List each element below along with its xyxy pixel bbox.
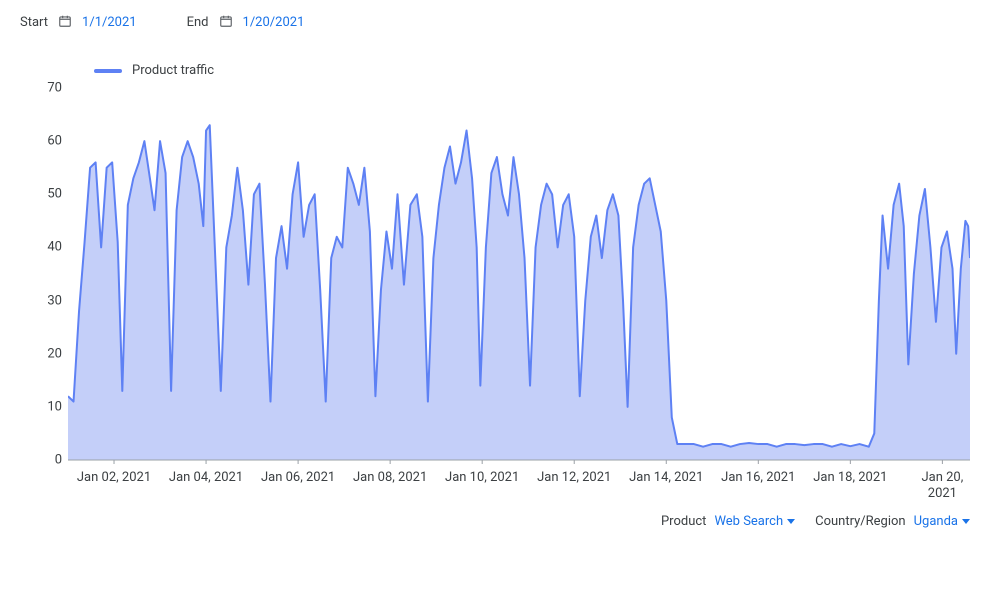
y-tick-label: 0 bbox=[38, 453, 62, 468]
start-date-group: Start 1/1/2021 bbox=[20, 14, 137, 31]
end-date-picker[interactable]: 1/20/2021 bbox=[243, 15, 305, 30]
x-tick-label: Jan 14, 2021 bbox=[629, 470, 703, 486]
x-tick-label: Jan 18, 2021 bbox=[813, 470, 887, 486]
x-tick-label: Jan 20,2021 bbox=[921, 470, 963, 503]
caret-down-icon bbox=[962, 519, 970, 524]
y-tick-label: 20 bbox=[38, 346, 62, 361]
product-filter-value: Web Search bbox=[714, 514, 783, 529]
chart-plot bbox=[68, 84, 970, 464]
x-tick-label: Jan 06, 2021 bbox=[261, 470, 335, 486]
y-tick-label: 40 bbox=[38, 240, 62, 255]
y-tick-label: 50 bbox=[38, 187, 62, 202]
x-tick-label: Jan 02, 2021 bbox=[77, 470, 151, 486]
y-tick-label: 30 bbox=[38, 293, 62, 308]
y-tick-label: 70 bbox=[38, 80, 62, 95]
x-tick-label: Jan 10, 2021 bbox=[445, 470, 519, 486]
product-filter-dropdown[interactable]: Web Search bbox=[714, 514, 795, 529]
legend-label: Product traffic bbox=[132, 63, 214, 78]
filter-row: Product Web Search Country/Region Uganda bbox=[20, 504, 980, 529]
x-tick-label: Jan 04, 2021 bbox=[169, 470, 243, 486]
end-label: End bbox=[187, 15, 209, 30]
legend-swatch bbox=[94, 69, 122, 73]
region-filter-label: Country/Region bbox=[815, 514, 905, 529]
end-date-group: End 1/20/2021 bbox=[187, 14, 305, 31]
x-tick-label: Jan 12, 2021 bbox=[537, 470, 611, 486]
traffic-chart: 010203040506070 bbox=[20, 84, 980, 464]
y-tick-label: 10 bbox=[38, 399, 62, 414]
chart-legend: Product traffic bbox=[20, 49, 980, 84]
x-tick-label: Jan 16, 2021 bbox=[721, 470, 795, 486]
date-range-row: Start 1/1/2021 End 1/20/2021 bbox=[20, 10, 980, 49]
start-date-picker[interactable]: 1/1/2021 bbox=[82, 15, 137, 30]
calendar-icon bbox=[58, 14, 72, 31]
region-filter-value: Uganda bbox=[914, 514, 958, 529]
calendar-icon bbox=[219, 14, 233, 31]
product-filter-label: Product bbox=[661, 514, 706, 529]
caret-down-icon bbox=[787, 519, 795, 524]
chart-x-axis: Jan 02, 2021 Jan 04, 2021 Jan 06, 2021 Jan … bbox=[68, 464, 970, 504]
y-tick-label: 60 bbox=[38, 134, 62, 149]
region-filter-dropdown[interactable]: Uganda bbox=[914, 514, 970, 529]
start-label: Start bbox=[20, 15, 48, 30]
x-tick-label: Jan 08, 2021 bbox=[353, 470, 427, 486]
